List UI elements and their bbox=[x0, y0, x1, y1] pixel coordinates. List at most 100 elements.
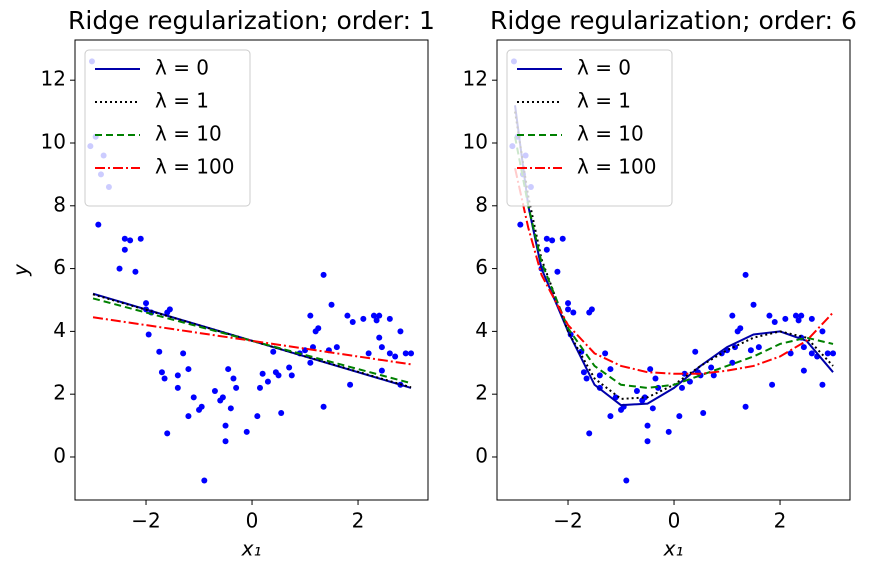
data-point bbox=[819, 381, 826, 388]
data-point bbox=[307, 312, 314, 319]
x-tick-label: 0 bbox=[246, 509, 259, 533]
data-point bbox=[800, 344, 807, 351]
line-series bbox=[92, 293, 412, 389]
data-point bbox=[219, 394, 226, 401]
data-point bbox=[132, 268, 139, 275]
data-point bbox=[565, 306, 572, 313]
data-point bbox=[710, 372, 717, 379]
data-point bbox=[607, 366, 614, 373]
data-point bbox=[145, 331, 152, 338]
data-point bbox=[270, 348, 277, 355]
data-point bbox=[376, 312, 383, 319]
data-point bbox=[565, 300, 572, 307]
data-point bbox=[641, 394, 648, 401]
y-tick-label: 0 bbox=[475, 443, 488, 467]
data-point bbox=[782, 315, 789, 322]
legend-label: λ = 1 bbox=[155, 89, 209, 113]
data-point bbox=[830, 350, 837, 357]
data-point bbox=[201, 477, 208, 484]
data-point bbox=[185, 413, 192, 420]
data-point bbox=[769, 381, 776, 388]
data-point bbox=[307, 359, 314, 366]
data-point bbox=[370, 312, 377, 319]
data-point bbox=[771, 318, 778, 325]
data-point bbox=[373, 317, 380, 324]
data-point bbox=[800, 367, 807, 374]
chart-title: Ridge regularization; order: 1 bbox=[68, 6, 435, 35]
legend-label: λ = 10 bbox=[577, 122, 644, 146]
data-point bbox=[623, 477, 630, 484]
data-point bbox=[742, 271, 749, 278]
data-point bbox=[198, 403, 205, 410]
data-point bbox=[116, 265, 123, 272]
data-point bbox=[808, 350, 815, 357]
data-point bbox=[554, 268, 561, 275]
y-tick-label: 10 bbox=[41, 129, 66, 153]
data-point bbox=[570, 309, 577, 316]
x-axis-label: x₁ bbox=[663, 537, 684, 561]
data-point bbox=[755, 344, 762, 351]
data-point bbox=[309, 344, 316, 351]
data-point bbox=[320, 271, 327, 278]
data-point bbox=[549, 237, 556, 244]
data-point bbox=[747, 347, 754, 354]
data-point bbox=[286, 364, 293, 371]
data-point bbox=[254, 413, 261, 420]
y-tick-label: 2 bbox=[475, 381, 488, 405]
data-point bbox=[819, 328, 826, 335]
data-point bbox=[190, 394, 197, 401]
data-point bbox=[275, 372, 282, 379]
line-series bbox=[514, 167, 834, 375]
x-tick-label: 2 bbox=[352, 509, 365, 533]
line-series bbox=[514, 136, 834, 389]
data-point bbox=[652, 375, 659, 382]
data-point bbox=[211, 388, 218, 395]
data-point bbox=[766, 312, 773, 319]
data-point bbox=[602, 350, 609, 357]
data-point bbox=[180, 350, 187, 357]
y-tick-label: 8 bbox=[475, 192, 488, 216]
line-series bbox=[514, 111, 834, 400]
data-point bbox=[742, 403, 749, 410]
data-point bbox=[647, 366, 654, 373]
data-point bbox=[676, 413, 683, 420]
data-point bbox=[655, 384, 662, 391]
data-point bbox=[349, 318, 356, 325]
data-point bbox=[185, 366, 192, 373]
data-point bbox=[222, 438, 229, 445]
data-point bbox=[729, 312, 736, 319]
legend-label: λ = 0 bbox=[155, 56, 209, 80]
data-point bbox=[243, 428, 250, 435]
x-axis-label: x₁ bbox=[241, 537, 262, 561]
data-point bbox=[737, 325, 744, 332]
data-point bbox=[787, 350, 794, 357]
data-point bbox=[644, 438, 651, 445]
data-point bbox=[161, 375, 168, 382]
data-point bbox=[264, 378, 271, 385]
data-point bbox=[256, 384, 263, 391]
data-point bbox=[347, 381, 354, 388]
data-point bbox=[143, 300, 150, 307]
data-point bbox=[365, 350, 372, 357]
data-point bbox=[678, 384, 685, 391]
y-tick-label: 12 bbox=[41, 67, 66, 91]
data-point bbox=[392, 353, 399, 360]
data-point bbox=[156, 348, 163, 355]
data-point bbox=[580, 369, 587, 376]
x-tick-label: 0 bbox=[668, 509, 681, 533]
data-point bbox=[596, 372, 603, 379]
y-tick-label: 12 bbox=[463, 67, 488, 91]
data-point bbox=[386, 350, 393, 357]
data-point bbox=[586, 430, 593, 437]
y-tick-label: 8 bbox=[53, 192, 66, 216]
data-point bbox=[315, 325, 322, 332]
data-point bbox=[386, 315, 393, 322]
data-point bbox=[402, 350, 409, 357]
y-tick-label: 2 bbox=[53, 381, 66, 405]
data-point bbox=[164, 309, 171, 316]
data-point bbox=[808, 315, 815, 322]
data-point bbox=[824, 350, 831, 357]
y-tick-label: 0 bbox=[53, 443, 66, 467]
x-tick-label: −2 bbox=[553, 509, 582, 533]
